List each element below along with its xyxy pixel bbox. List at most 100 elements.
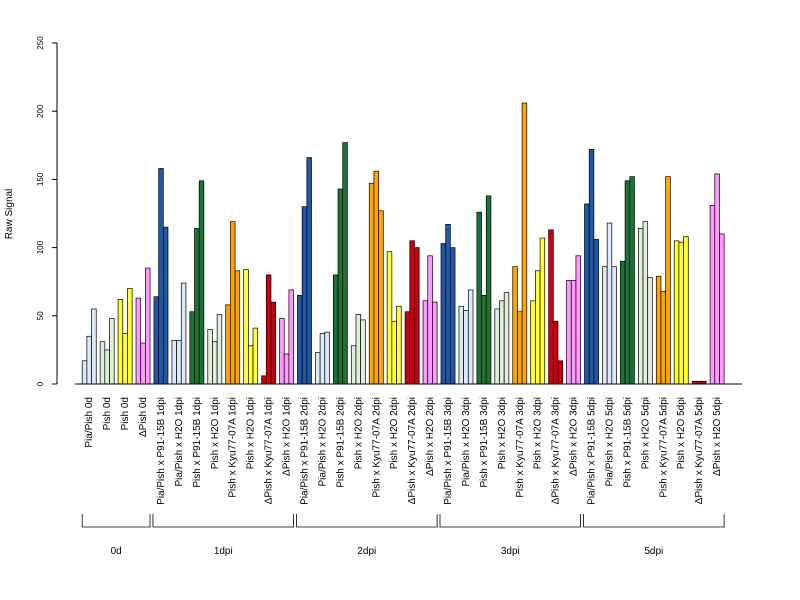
bar-32-0 (655, 275, 662, 385)
y-tick-label-5: 250 (36, 36, 45, 50)
x-tick-label-3: ΔPish 0d (138, 397, 149, 437)
x-tick-label-30: Pish x P91-15B 5dpi (622, 397, 633, 488)
bar-20-2 (450, 247, 456, 385)
group-label-3: 3dpi (501, 546, 520, 557)
bar-6-2 (198, 180, 205, 385)
bar-31-0 (637, 228, 644, 385)
bar-1-2 (109, 318, 115, 385)
bar-15-0 (350, 345, 357, 385)
y-tick-label-0: 0 (36, 381, 45, 386)
bar-0-1 (86, 335, 92, 385)
bar-24-2 (521, 102, 528, 385)
y-tick-label-2: 100 (36, 240, 45, 254)
bar-21-1 (463, 309, 469, 385)
bar-16-2 (378, 210, 384, 385)
bar-29-0 (602, 266, 608, 385)
bar-4-2 (162, 226, 169, 385)
bar-4-0 (153, 296, 159, 385)
bar-1-0 (99, 341, 106, 385)
bar-27-0 (566, 279, 572, 385)
bar-18-0 (404, 311, 411, 385)
bar-28-1 (588, 149, 595, 385)
bar-5-0 (171, 340, 177, 385)
bar-27-1 (570, 279, 577, 385)
bar-7-0 (207, 329, 213, 385)
bar-24-1 (517, 311, 523, 385)
x-tick-label-28: Pia/Pish x P91-15B 5dpi (587, 397, 598, 505)
bar-35-2 (719, 233, 725, 385)
bar-22-0 (476, 211, 482, 385)
bar-21-0 (458, 305, 464, 385)
x-tick-label-12: Pia/Pish x P91-15B 2dpi (300, 397, 311, 505)
x-tick-label-24: Pish x Kyu77-07A 3dpi (515, 397, 526, 498)
bar-22-2 (485, 195, 492, 385)
x-tick-label-33: Pish x H2O 5dpi (676, 397, 687, 469)
bar-7-2 (216, 314, 223, 385)
bar-9-0 (243, 269, 249, 385)
group-brackets: 0d 1dpi 2dpi 3dpi 5dpi (81, 514, 725, 557)
bar-23-2 (503, 292, 510, 385)
bar-21-2 (467, 289, 474, 385)
x-tick-label-6: Pish x P91-15B 1dpi (192, 397, 203, 488)
bar-8-2 (234, 270, 241, 385)
bar-15-2 (360, 319, 366, 385)
bar-10-1 (265, 274, 272, 385)
bar-18-2 (414, 247, 420, 385)
y-tick-label-1: 50 (36, 311, 45, 320)
bar-13-2 (324, 331, 330, 385)
bar-29-2 (611, 266, 617, 385)
group-bracket-3 (439, 514, 582, 528)
x-tick-label-31: Pish x H2O 5dpi (640, 397, 651, 469)
bar-33-2 (683, 236, 689, 385)
x-tick-label-9: Pish x H2O 1dpi (246, 397, 257, 469)
bar-6-1 (194, 228, 200, 385)
group-label-1: 1dpi (214, 546, 233, 557)
bar-26-2 (557, 360, 564, 385)
x-tick-label-7: Pish x H2O 1dpi (210, 397, 221, 469)
x-tick-label-5: Pia/Pish x H2O 1dpi (174, 397, 185, 487)
bar-11-2 (288, 289, 294, 385)
bar-12-2 (306, 157, 312, 385)
bar-5-2 (180, 282, 187, 385)
x-axis-labels: Pia/Pish 0d Pish 0d Pish 0d ΔPish 0d Pia/Pis… (84, 397, 723, 505)
x-tick-label-17: Pish x H2O 2dpi (389, 397, 400, 469)
x-tick-label-19: ΔPish x H2O 2dpi (425, 397, 436, 476)
x-tick-label-0: Pia/Pish 0d (84, 397, 95, 448)
bar-8-0 (225, 304, 231, 385)
group-label-2: 2dpi (357, 546, 376, 557)
bar-11-1 (283, 353, 290, 385)
bar-2-2 (127, 288, 133, 385)
bar-3-2 (145, 267, 151, 385)
bar-12-0 (297, 294, 303, 385)
bar-30-1 (624, 180, 631, 385)
bar-7-1 (212, 341, 218, 385)
bar-18-1 (409, 240, 415, 385)
x-tick-label-23: Pish x H2O 3dpi (497, 397, 508, 469)
bar-9-2 (252, 327, 259, 385)
bar-23-1 (499, 300, 505, 385)
bar-33-1 (678, 241, 684, 385)
x-tick-label-35: ΔPish x H2O 5dpi (712, 397, 723, 476)
bar-35-0 (709, 204, 716, 385)
bar-19-1 (427, 255, 433, 385)
bar-35-1 (714, 173, 720, 385)
x-tick-label-20: Pia/Pish x P91-15B 3dpi (443, 397, 454, 505)
bar-6-0 (189, 311, 195, 385)
bar-14-2 (342, 142, 348, 385)
x-tick-label-26: ΔPish x Kyu77-07A 3dpi (551, 397, 562, 504)
x-tick-label-25: Pish x H2O 3dpi (533, 397, 544, 469)
bar-4-1 (158, 168, 164, 385)
bar-28-2 (593, 239, 599, 385)
bar-3-0 (135, 297, 142, 385)
x-tick-label-27: ΔPish x H2O 3dpi (569, 397, 580, 476)
bar-17-0 (386, 251, 393, 385)
bar-28-0 (584, 203, 590, 385)
bar-20-1 (445, 224, 451, 385)
bar-13-1 (319, 333, 326, 385)
bars (81, 102, 725, 385)
bar-32-1 (660, 290, 666, 385)
bar-1-1 (104, 349, 110, 385)
x-tick-label-15: Pish x H2O 2dpi (353, 397, 364, 469)
y-tick-label-3: 150 (36, 172, 45, 186)
x-tick-label-4: Pia/Pish x P91-15B 1dpi (156, 397, 167, 505)
